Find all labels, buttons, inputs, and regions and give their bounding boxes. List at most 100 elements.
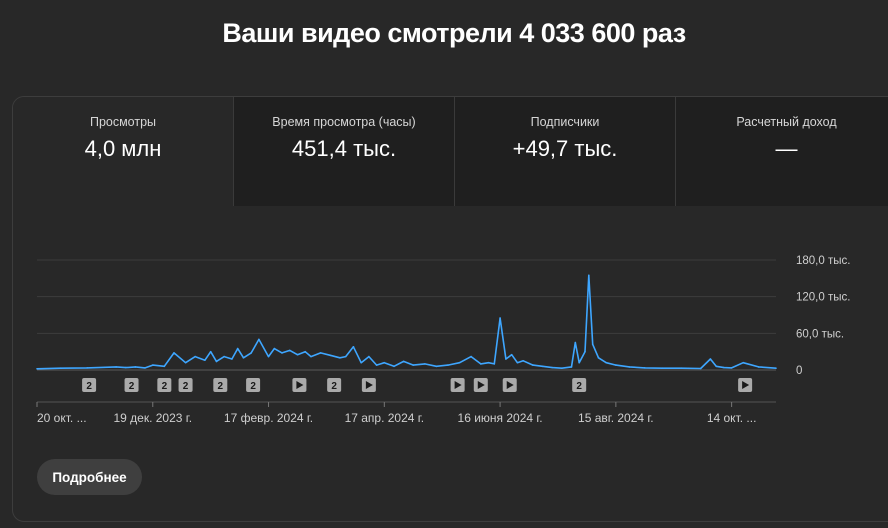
data-point (499, 317, 501, 319)
video-marker-icon[interactable] (738, 378, 753, 392)
x-tick-label: 14 окт. ... (707, 411, 757, 425)
data-point (215, 360, 218, 363)
data-point (288, 349, 291, 352)
tab-views[interactable]: Просмотры 4,0 млн (13, 97, 234, 206)
video-count-marker[interactable]: 2 (327, 378, 342, 392)
tab-subscribers-label: Подписчики (530, 115, 600, 129)
data-point (458, 361, 461, 364)
data-point (757, 366, 760, 368)
tab-views-label: Просмотры (89, 115, 157, 129)
analytics-card: Просмотры 4,0 млн Время просмотра (часы)… (12, 96, 888, 522)
data-point (209, 350, 212, 353)
data-point (578, 361, 580, 364)
data-point (588, 274, 590, 277)
video-count-marker[interactable]: 2 (246, 378, 261, 392)
data-point (352, 345, 355, 348)
data-point (281, 352, 283, 354)
data-point (742, 361, 744, 364)
tab-subscribers[interactable]: Подписчики +49,7 тыс. (455, 97, 676, 206)
data-point (470, 355, 472, 358)
tab-subscribers-value: +49,7 тыс. (512, 136, 618, 161)
data-point (597, 356, 600, 359)
details-button[interactable]: Подробнее (37, 459, 142, 495)
data-point (115, 366, 117, 368)
tab-revenue-label: Расчетный доход (736, 115, 837, 129)
data-point (570, 366, 573, 368)
data-point (339, 356, 341, 359)
data-point (296, 353, 299, 356)
data-point (591, 343, 594, 346)
data-point (86, 367, 88, 369)
data-point (134, 366, 137, 368)
data-point (447, 364, 449, 366)
data-point (173, 352, 175, 354)
data-point (383, 361, 386, 364)
video-count-marker[interactable]: 2 (124, 378, 139, 392)
video-count-marker[interactable]: 2 (178, 378, 193, 392)
data-point (510, 353, 513, 356)
data-point (643, 367, 646, 369)
page-headline: Ваши видео смотрели 4 033 600 раз (222, 18, 686, 48)
data-point (605, 361, 608, 364)
video-marker-icon[interactable] (450, 378, 465, 392)
data-point (267, 355, 270, 358)
svg-text:2: 2 (129, 381, 135, 392)
data-point (680, 367, 683, 369)
data-point (368, 355, 370, 358)
data-point (375, 364, 378, 366)
data-point (402, 360, 405, 363)
data-point (144, 367, 146, 369)
video-count-marker[interactable]: 2 (572, 378, 587, 392)
data-point (435, 365, 438, 368)
data-point (487, 361, 490, 364)
x-tick-label: 20 окт. ... (37, 411, 87, 425)
tab-revenue-value: — (775, 136, 798, 161)
video-count-marker[interactable]: 2 (213, 378, 228, 392)
x-tick-label: 19 дек. 2023 г. (113, 411, 192, 425)
data-point (344, 355, 347, 358)
data-point (194, 355, 197, 358)
data-point (424, 363, 426, 365)
data-point (393, 365, 395, 368)
svg-text:2: 2 (331, 381, 337, 392)
video-marker-icon[interactable] (361, 378, 376, 392)
data-point (715, 365, 717, 368)
data-point (661, 367, 663, 369)
video-marker-icon[interactable] (292, 378, 307, 392)
data-point (551, 366, 553, 369)
tab-views-value: 4,0 млн (84, 136, 162, 161)
data-point (204, 359, 206, 362)
data-point (163, 365, 166, 368)
data-point (532, 364, 534, 366)
data-point (493, 363, 496, 365)
tab-watch-time[interactable]: Время просмотра (часы) 451,4 тыс. (234, 97, 455, 206)
data-point (412, 364, 415, 366)
tab-revenue[interactable]: Расчетный доход — (676, 97, 888, 206)
svg-text:2: 2 (250, 381, 256, 392)
video-count-marker[interactable]: 2 (82, 378, 97, 392)
metric-tabs: Просмотры 4,0 млн Время просмотра (часы)… (13, 97, 888, 206)
video-marker-icon[interactable] (502, 378, 517, 392)
data-point (699, 367, 702, 370)
data-point (273, 347, 276, 350)
data-point (505, 358, 507, 360)
tab-watch-time-label: Время просмотра (часы) (272, 115, 416, 129)
data-point (124, 366, 127, 369)
data-point (319, 352, 322, 354)
data-point (258, 338, 260, 341)
y-tick-label: 180,0 тыс. (796, 255, 850, 267)
data-point (329, 354, 332, 357)
data-point (36, 367, 38, 370)
svg-text:2: 2 (162, 381, 168, 392)
x-tick-label: 17 апр. 2024 г. (345, 411, 424, 425)
x-tick-label: 16 июня 2024 г. (458, 411, 543, 425)
svg-text:2: 2 (218, 381, 224, 392)
data-point (231, 358, 233, 360)
data-point (541, 365, 544, 368)
video-marker-icon[interactable] (473, 378, 488, 392)
video-count-marker[interactable]: 2 (157, 378, 172, 392)
data-point (151, 364, 154, 366)
data-point (250, 352, 252, 354)
views-series-line (36, 274, 777, 370)
